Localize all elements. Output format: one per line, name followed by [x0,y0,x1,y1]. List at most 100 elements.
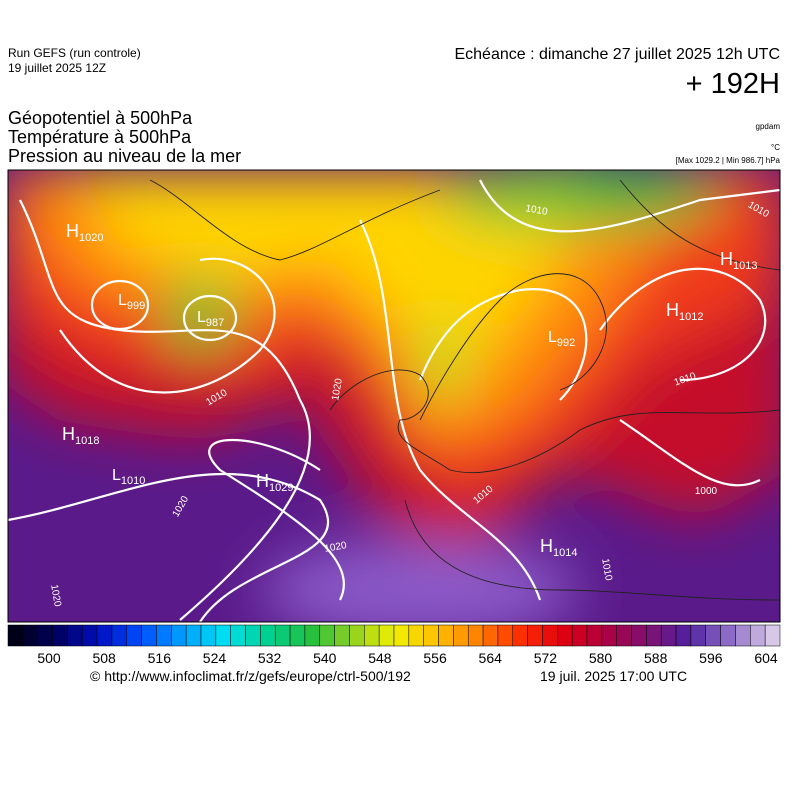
isobar-label: 1020 [330,377,345,401]
center-letter: H [256,471,269,491]
colorbar-swatch [304,624,321,647]
pressure-center: L1010 [112,467,145,487]
colorbar-swatch [631,624,647,647]
colorbar-swatch [660,624,677,647]
colorbar-swatch [67,624,83,647]
center-value: 1012 [679,311,703,323]
run-date: 19 juillet 2025 12Z [8,61,107,75]
colorbar-tick-label: 572 [534,650,558,666]
source-url: © http://www.infoclimat.fr/z/gefs/europe… [90,668,411,684]
colorbar-swatch [52,624,68,647]
center-value: 1013 [733,260,757,272]
center-letter: L [118,292,127,309]
colorbar-swatch [720,624,736,647]
colorbar-swatch [185,624,202,647]
colorbar-swatch [215,624,231,647]
colorbar-tick-label: 604 [754,650,778,666]
colorbar-swatch [423,624,439,647]
colorbar-tick-label: 508 [92,650,116,666]
center-value: 1020 [79,232,103,244]
pressure-center: H1014 [540,536,577,559]
colorbar-swatch [675,624,692,647]
colorbar-swatch [245,624,261,647]
run-label: Run GEFS (run controle) [8,46,141,60]
colorbar-tick-label: 588 [644,650,668,666]
colorbar-tick-label: 516 [148,650,172,666]
colorbar-swatch [616,624,632,647]
colorbar-tick-label: 596 [699,650,723,666]
colorbar-swatch [601,624,617,647]
isobar-label: 1010 [525,203,549,218]
generated-time: 19 juil. 2025 17:00 UTC [540,668,688,684]
colorbar-swatch [482,624,499,647]
colorbar-swatch [274,624,291,647]
colorbar-swatch [289,624,306,647]
title: Géopotentiel à 500hPa [8,108,193,128]
colorbar-swatch [319,624,335,647]
colorbar-swatch [512,624,528,647]
colorbar-swatch [334,624,350,647]
pressure-center: L992 [548,329,575,349]
colorbar-tick-label: 580 [589,650,613,666]
center-letter: L [548,329,557,346]
colorbar-swatch [542,624,558,647]
pressure-center: L999 [118,292,145,312]
colorbar-tick-label: 540 [313,650,337,666]
colorbar-swatch [7,624,24,647]
colorbar-swatch [111,624,128,647]
isobar-label: 1020 [324,540,348,555]
colorbar-swatch [200,624,217,647]
unit-label: gpdam [755,122,780,131]
pressure-center: H1018 [62,424,99,447]
colorbar-swatch [497,624,514,647]
pressure-center: H1013 [720,249,757,272]
colorbar-swatch [171,624,187,647]
colorbar-swatch [378,624,395,647]
pressure-center: H1012 [666,300,703,323]
center-letter: H [540,536,553,556]
title: Pression au niveau de la mer [8,146,242,166]
center-value: 987 [206,317,224,329]
center-letter: H [666,300,679,320]
colorbar-tick-label: 564 [479,650,503,666]
colorbar-swatch [141,624,157,647]
colorbar-swatch [408,624,424,647]
isobar-label: 1020 [48,584,63,608]
field [8,170,780,622]
title: Température à 500hPa [8,127,192,147]
colorbar-swatch [260,624,276,647]
colorbar-swatch [393,624,410,647]
pressure-center: L987 [197,309,224,329]
colorbar-tick-label: 548 [368,650,392,666]
center-value: 1029 [269,482,293,494]
lead-time: + 192H [685,68,780,100]
colorbar-swatch [764,624,781,647]
colorbar-swatch [735,624,751,647]
center-value: 999 [127,300,145,312]
pressure-center: H1029 [256,471,293,494]
colorbar-swatch [81,624,98,647]
colorbar-tick-label: 556 [423,650,447,666]
colorbar-swatch [750,624,766,647]
center-value: 1018 [75,435,99,447]
colorbar-swatch [527,624,543,647]
center-value: 992 [557,337,575,349]
center-letter: H [66,221,79,241]
colorbar-swatch [557,624,573,647]
colorbar-swatch [126,624,142,647]
colorbar-swatch [453,624,469,647]
colorbar-swatch [646,624,662,647]
colorbar-tick-label: 532 [258,650,282,666]
center-letter: H [720,249,733,269]
isobar-label: 1010 [599,558,614,582]
colorbar-swatch [230,624,246,647]
colorbar-swatch [37,624,53,647]
isobar-label: 1000 [695,486,718,497]
center-letter: H [62,424,75,444]
center-value: 1010 [121,475,145,487]
center-letter: L [112,467,121,484]
colorbar-swatch [690,624,707,647]
colorbar-swatch [705,624,721,647]
